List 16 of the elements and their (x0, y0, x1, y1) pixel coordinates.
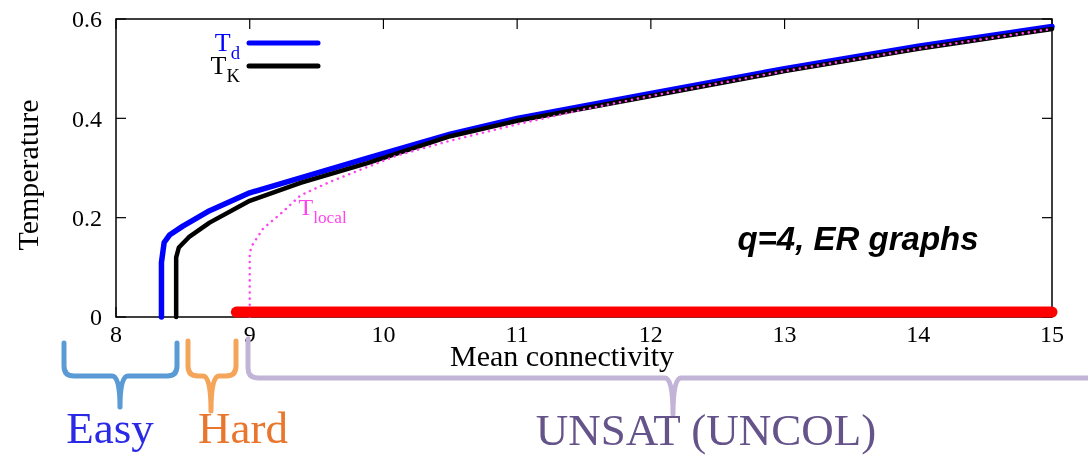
text: Hard (198, 403, 288, 453)
series-label: T$_{local}$ (298, 194, 347, 227)
y-tick-label: 0 (90, 304, 102, 331)
x-tick-label: 14 (906, 321, 931, 347)
text: UNSAT (UNCOL) (535, 405, 877, 455)
x-tick-label: 8 (110, 321, 122, 347)
y-tick-label: 0.2 (72, 205, 102, 232)
y-axis-title: Temperature (11, 99, 44, 251)
x-tick-label: 10 (371, 321, 396, 347)
text: Easy (66, 403, 155, 453)
x-tick-label: 12 (638, 321, 663, 347)
y-tick-label: 0.6 (72, 6, 102, 33)
y-tick-label: 0.4 (72, 105, 102, 132)
x-tick-label: 13 (772, 321, 797, 347)
x-tick-label: 15 (1040, 321, 1064, 347)
annotation: q=4, ER graphs (737, 220, 979, 257)
